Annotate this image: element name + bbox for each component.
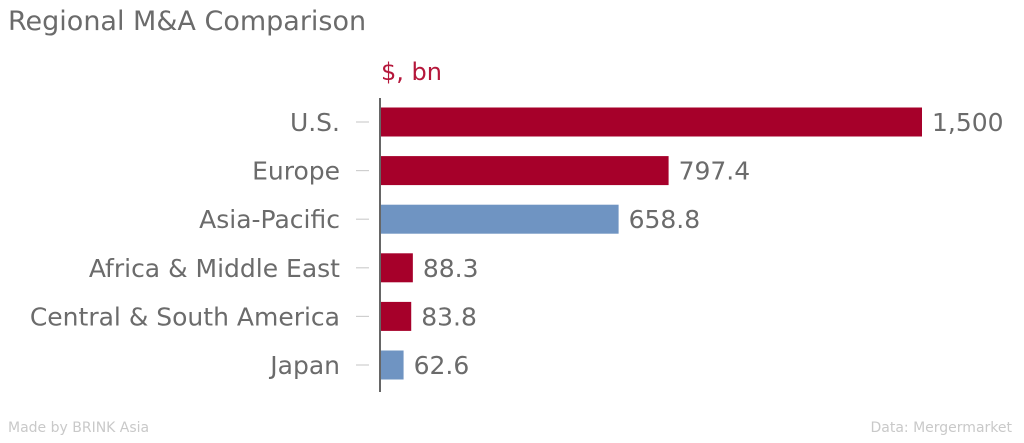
- value-label: 83.8: [421, 302, 477, 331]
- bars-group: U.S. 1,500 Europe 797.4 Asia-Pacific 658.8 Afr…: [30, 107, 1004, 380]
- bar: [381, 204, 619, 234]
- bar: [381, 301, 412, 331]
- bar: [381, 156, 669, 186]
- value-label: 797.4: [679, 157, 751, 186]
- bar: [381, 107, 922, 137]
- value-label: 62.6: [414, 351, 470, 380]
- unit-label: $, bn: [381, 58, 442, 86]
- footer-source: Data: Mergermarket: [870, 420, 1013, 436]
- category-label: Central & South America: [30, 302, 340, 331]
- value-label: 88.3: [423, 254, 479, 283]
- category-label: Europe: [252, 157, 340, 186]
- category-label: Japan: [268, 351, 340, 380]
- value-label: 1,500: [932, 108, 1004, 137]
- category-label: Africa & Middle East: [89, 254, 340, 283]
- category-label: Asia-Pacific: [199, 205, 340, 234]
- category-label: U.S.: [290, 108, 340, 137]
- value-label: 658.8: [629, 205, 701, 234]
- bar: [381, 253, 413, 283]
- footer-credit: Made by BRINK Asia: [8, 420, 150, 436]
- bar: [381, 350, 404, 380]
- chart-title: Regional M&A Comparison: [8, 6, 367, 37]
